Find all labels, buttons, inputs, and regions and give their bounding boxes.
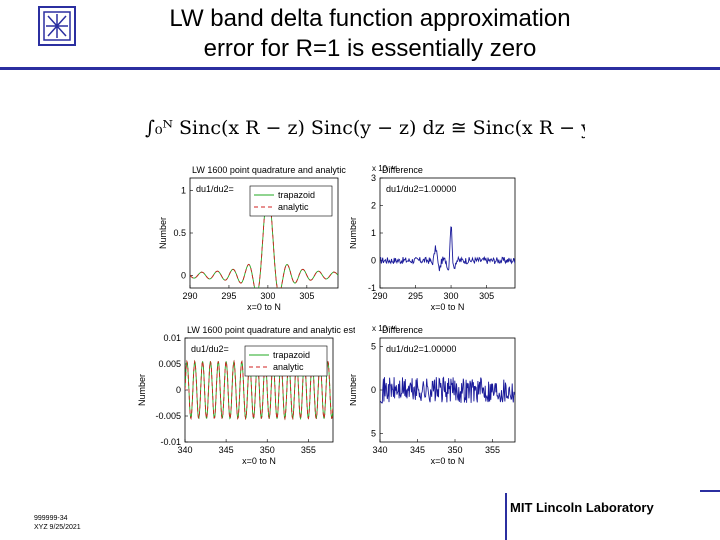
- x-tick-label: 305: [479, 291, 494, 301]
- y-tick-label: 5: [371, 342, 376, 352]
- plot-frame: [379, 177, 516, 289]
- y-axis-label: Number: [137, 374, 147, 406]
- x-tick-label: 295: [221, 291, 236, 301]
- series-line-analytic: [190, 190, 338, 288]
- x-axis-label: x=0 to N: [431, 302, 465, 310]
- y-tick-label: 0: [371, 256, 376, 266]
- x-tick-label: 300: [444, 291, 459, 301]
- legend-label: trapazoid: [273, 350, 310, 360]
- y-tick-label: 0.01: [163, 333, 181, 343]
- footer-rule: [700, 490, 720, 492]
- x-tick-label: 290: [372, 291, 387, 301]
- y-tick-label: 0.5: [173, 228, 186, 238]
- chart-annotation: du1/du2=1.00000: [386, 344, 456, 354]
- legend-label: analytic: [278, 202, 309, 212]
- title-rule: [0, 67, 720, 70]
- x-tick-label: 305: [299, 291, 314, 301]
- chart-quadrature-lower: LW 1600 point quadrature and analytic es…: [137, 325, 355, 466]
- lab-logo-icon: [38, 6, 76, 46]
- y-tick-label: 0: [181, 270, 186, 280]
- x-tick-label: 340: [372, 445, 387, 455]
- y-tick-label: 1: [181, 186, 186, 196]
- y-tick-label: -1: [368, 283, 376, 293]
- axis-exponent: x 10⁻¹⁶: [372, 324, 397, 333]
- chart-annotation: du1/du2=: [196, 184, 234, 194]
- x-tick-label: 355: [301, 445, 316, 455]
- y-axis-label: Number: [350, 217, 358, 249]
- legend-box: [249, 185, 333, 217]
- x-tick-label: 355: [485, 445, 500, 455]
- x-axis-label: x=0 to N: [247, 302, 281, 310]
- axis-exponent: x 10⁻¹⁴: [372, 164, 398, 173]
- chart-annotation: du1/du2=: [191, 344, 229, 354]
- y-tick-label: 1: [371, 228, 376, 238]
- x-tick-label: 350: [260, 445, 275, 455]
- x-axis-label: x=0 to N: [431, 456, 465, 466]
- chart-title: LW 1600 point quadrature and analytic: [192, 165, 346, 175]
- title-line-1: LW band delta function approximation: [169, 5, 571, 32]
- y-axis-label: Number: [158, 217, 168, 249]
- footer-date: XYZ 9/25/2021: [34, 524, 81, 531]
- y-tick-label: 0: [371, 385, 376, 395]
- y-tick-label: 5: [371, 428, 376, 438]
- y-tick-label: 0: [176, 385, 181, 395]
- x-tick-label: 340: [177, 445, 192, 455]
- chart-quadrature-upper: LW 1600 point quadrature and analytic 290…: [158, 165, 346, 310]
- footer-divider: [505, 493, 507, 540]
- y-tick-label: 2: [371, 201, 376, 211]
- chart-title: LW 1600 point quadrature and analytic es…: [187, 325, 355, 335]
- equation: ∫₀ᴺ Sinc(x R − z) Sinc(y − z) dz ≅ Sinc(…: [145, 117, 585, 139]
- x-tick-label: 345: [219, 445, 234, 455]
- chart-title: Difference: [382, 325, 423, 335]
- y-tick-label: 0.005: [158, 359, 181, 369]
- title-line-2: error for R=1 is essentially zero: [203, 35, 537, 62]
- x-tick-label: 295: [408, 291, 423, 301]
- chart-annotation: du1/du2=1.00000: [386, 184, 456, 194]
- y-tick-label: -0.01: [160, 437, 181, 447]
- legend-label: trapazoid: [278, 190, 315, 200]
- x-tick-label: 350: [447, 445, 462, 455]
- series-line-difference: [380, 226, 515, 272]
- series-line-difference: [380, 376, 515, 404]
- series-line-analytic: [185, 359, 333, 421]
- x-axis-label: x=0 to N: [242, 456, 276, 466]
- x-tick-label: 290: [182, 291, 197, 301]
- chart-title: Difference: [382, 165, 423, 175]
- footer-id: 999999-34 XYZ 9/25/2021: [34, 514, 81, 532]
- legend-box: [244, 345, 328, 377]
- y-tick-label: -0.005: [155, 411, 181, 421]
- y-axis-label: Number: [350, 374, 358, 406]
- footer-lab-name: MIT Lincoln Laboratory: [510, 500, 654, 515]
- x-tick-label: 300: [260, 291, 275, 301]
- legend-label: analytic: [273, 362, 304, 372]
- x-tick-label: 345: [410, 445, 425, 455]
- y-tick-label: 3: [371, 173, 376, 183]
- slide-title: LW band delta function approximation err…: [90, 4, 650, 64]
- equation-text: ∫₀ᴺ Sinc(x R − z) Sinc(y − z) dz ≅ Sinc(…: [145, 117, 585, 139]
- footer-id-number: 999999-34: [34, 515, 68, 522]
